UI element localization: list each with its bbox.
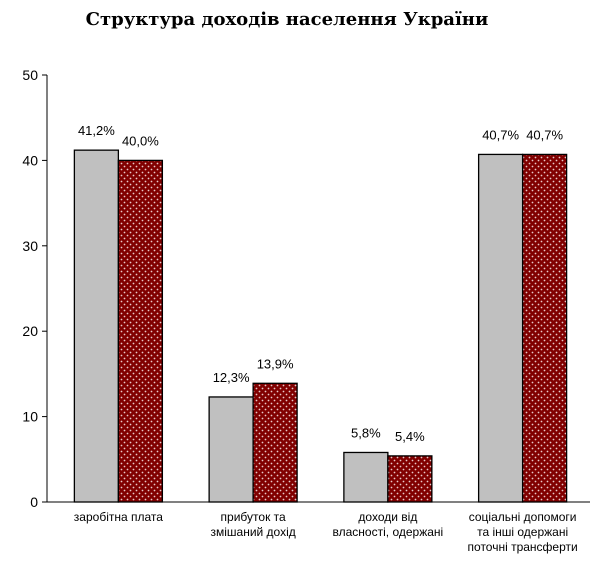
bar-series-2-cat-1: [117, 159, 164, 503]
bar-series-1-cat-1: [73, 149, 120, 503]
x-category-label: доходи від: [358, 510, 417, 524]
bar-series-2-cat-2: [252, 382, 298, 503]
x-category-label: прибуток та: [221, 510, 286, 524]
y-tick-label: 50: [22, 67, 38, 83]
x-category-label: змішаний дохід: [210, 525, 295, 539]
data-label: 40,0%: [122, 133, 159, 148]
data-label: 41,2%: [78, 123, 115, 138]
bar-series-2-cat-3: [387, 455, 433, 503]
y-tick-label: 30: [22, 238, 38, 254]
data-label: 5,8%: [351, 425, 381, 440]
x-category-label: та інші одержані: [477, 525, 568, 539]
chart-title: Структура доходів населення України: [86, 9, 489, 30]
bar-series-1-cat-4: [477, 153, 524, 503]
x-category-label: поточні трансферти: [468, 540, 578, 554]
x-category-label: соціальні допомоги: [469, 510, 577, 524]
bar-series-1-cat-2: [208, 396, 254, 503]
y-tick-label: 10: [22, 409, 38, 425]
bar-series-2-cat-4: [521, 153, 568, 503]
data-label: 5,4%: [395, 429, 425, 444]
bar-series-1-cat-3: [343, 451, 389, 503]
x-category-label: власності, одержані: [333, 525, 444, 539]
y-tick-label: 20: [22, 323, 38, 339]
y-tick-label: 40: [22, 152, 38, 168]
y-tick-label: 0: [30, 494, 38, 510]
data-label: 40,7%: [482, 127, 519, 142]
data-label: 12,3%: [213, 370, 250, 385]
data-label: 13,9%: [257, 356, 294, 371]
x-category-label: заробітна плата: [74, 510, 163, 524]
data-label: 40,7%: [526, 127, 563, 142]
